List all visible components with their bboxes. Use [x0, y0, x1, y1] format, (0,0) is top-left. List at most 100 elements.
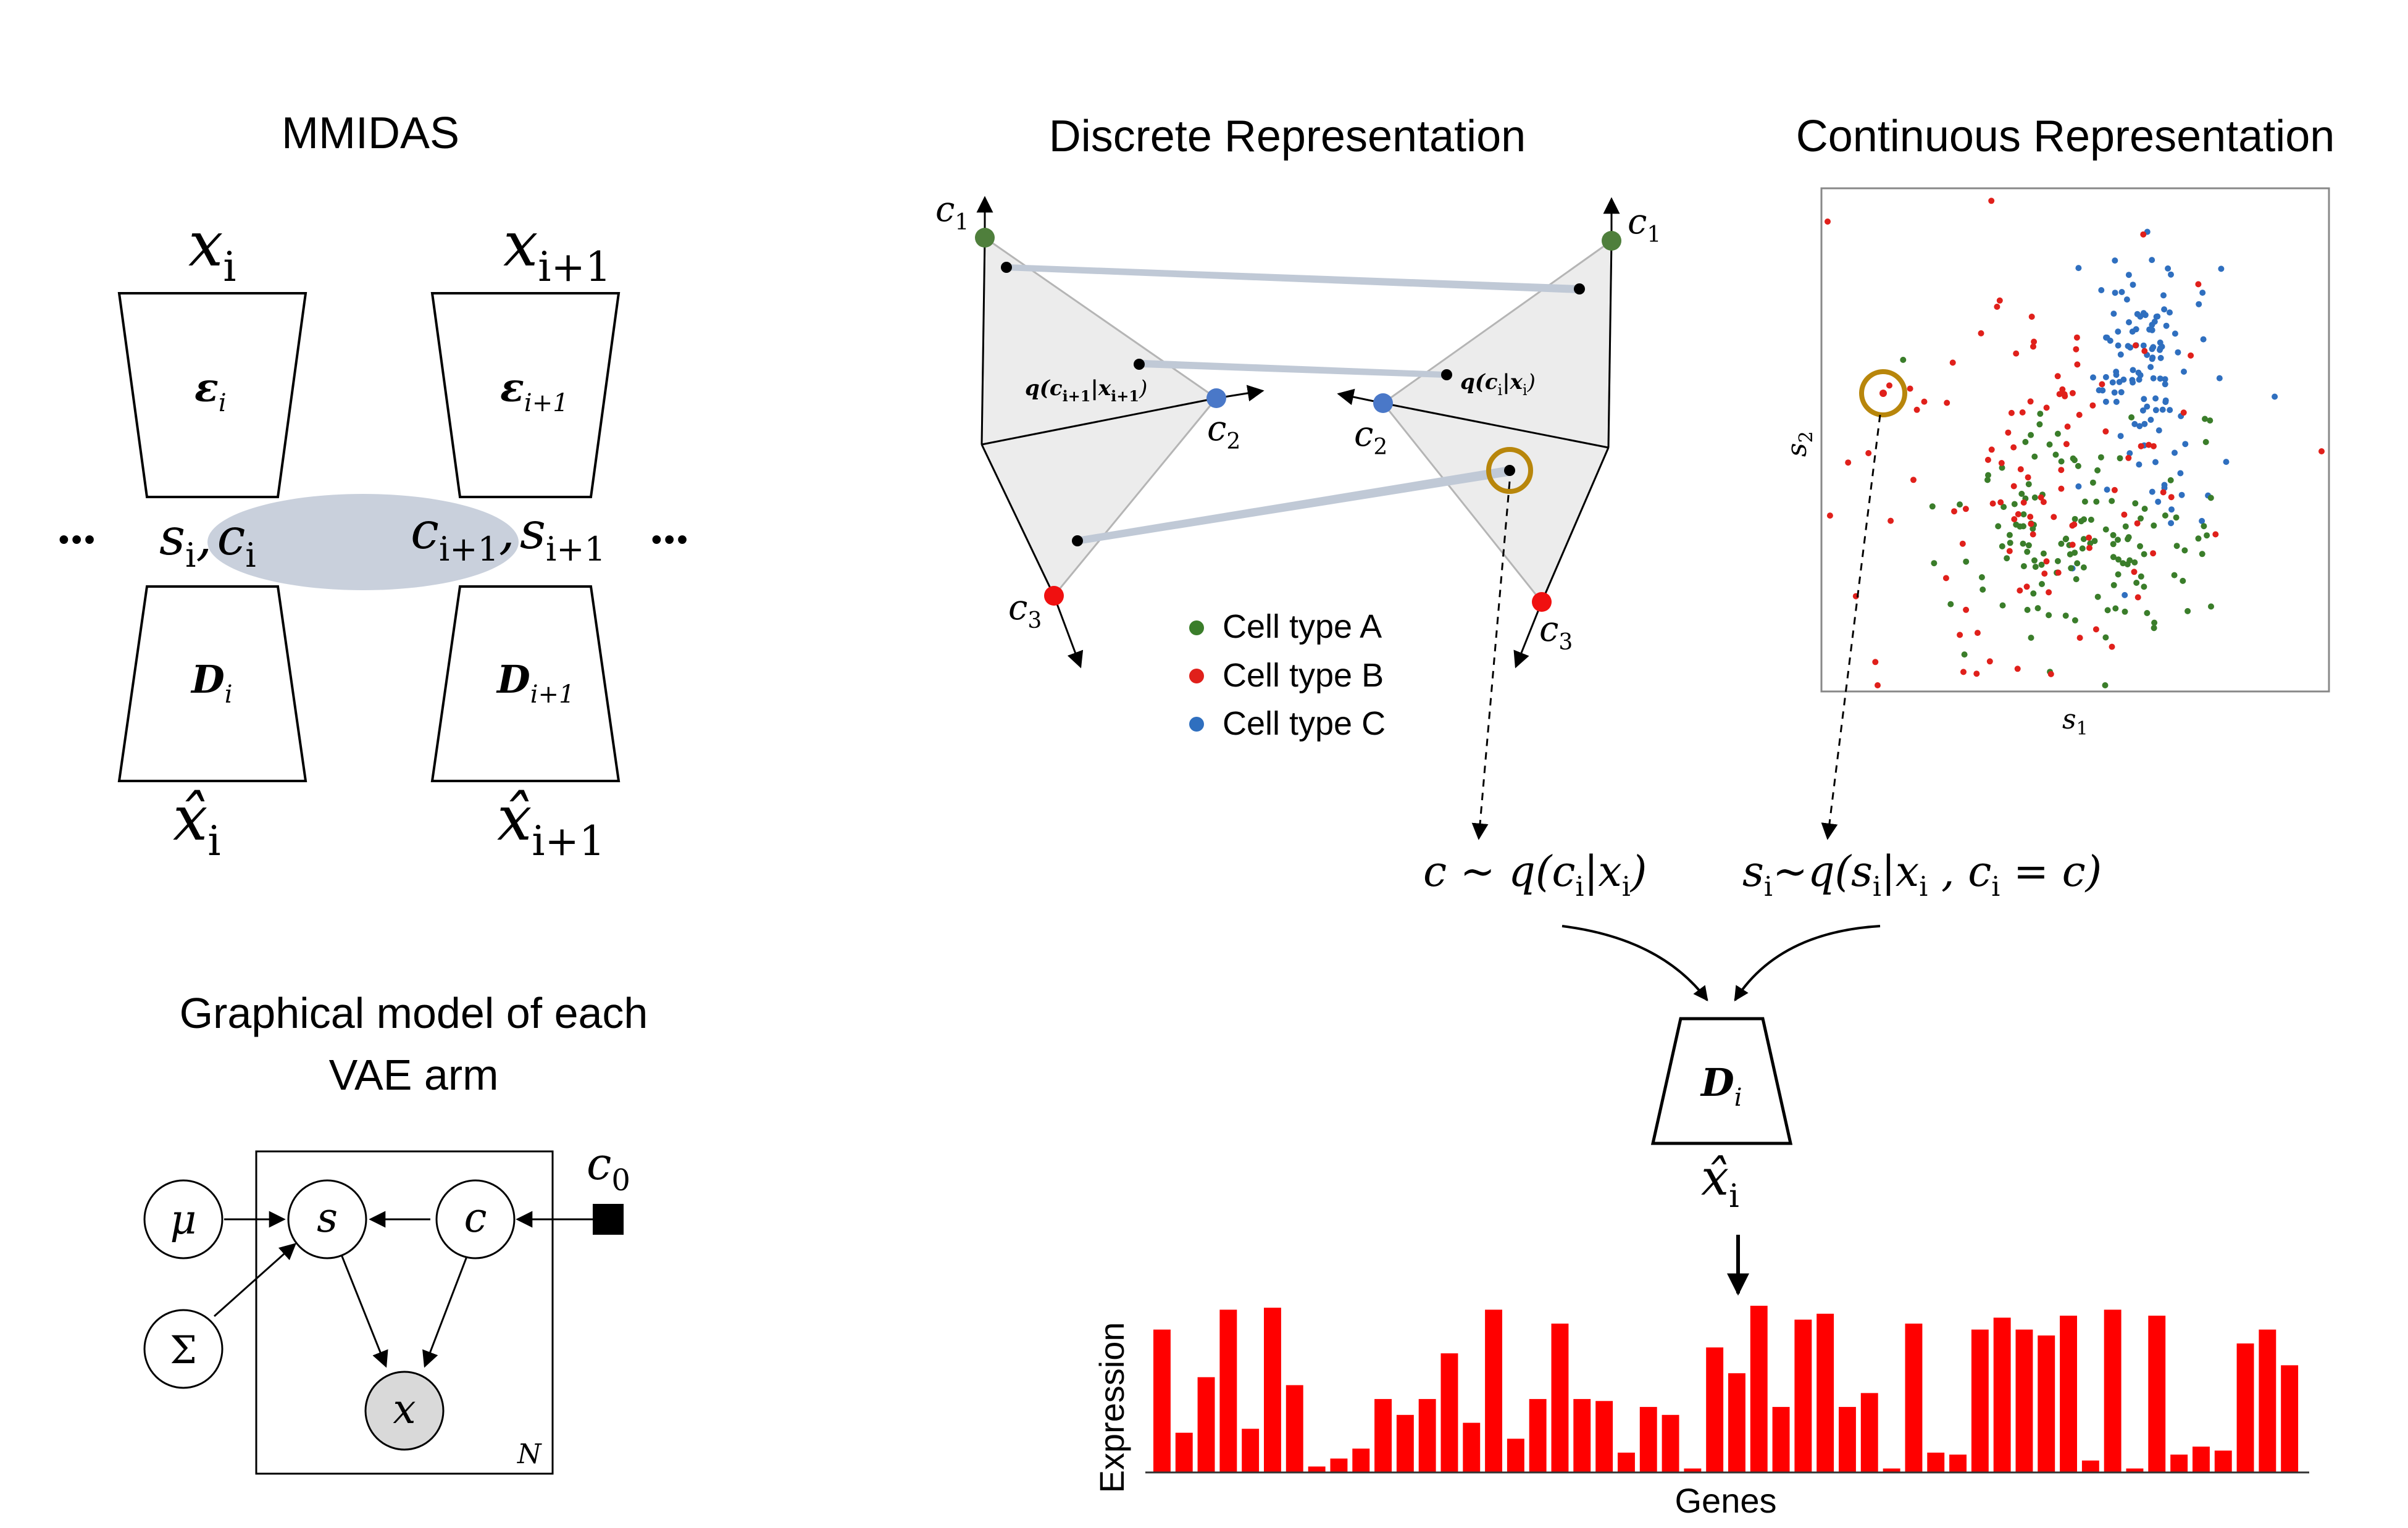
decoder-i1-shape [430, 585, 621, 782]
scatter-point [2155, 498, 2162, 505]
edge-c-x [422, 1250, 470, 1368]
curved-arrow-left [1561, 925, 1708, 1001]
expression-bar [1905, 1323, 1923, 1472]
scatter-point [2130, 282, 2136, 288]
scatter-point [1910, 477, 1917, 483]
label-left-c2: c2 [1207, 409, 1240, 454]
scatter-point [2063, 535, 2070, 542]
expression-bar [1794, 1319, 1812, 1472]
scatter-point [1979, 587, 1986, 593]
scatter-point [2054, 430, 2061, 437]
decoder-i-label: Di [190, 657, 233, 709]
scatter-point [1929, 503, 1936, 510]
scatter-point [2144, 610, 2151, 616]
c-sample-expression: c ~ q(ci|xi) [1423, 848, 1647, 903]
scatter-point [1998, 460, 2005, 466]
scatter-point [2118, 289, 2125, 295]
scatter-point [2138, 443, 2144, 449]
scatter-point [2037, 411, 2044, 417]
scatter-point [2087, 540, 2094, 547]
scatter-point [2030, 531, 2036, 538]
scatter-point [1886, 382, 1892, 389]
scatter-point [1988, 446, 1995, 453]
encoder-i1-shape [430, 292, 621, 498]
decoder-i-shape [117, 585, 307, 782]
node-sigma [143, 1309, 224, 1389]
scatter-point [2113, 398, 2120, 405]
scatter-point [1996, 297, 2003, 304]
vertex-right-c3 [1532, 592, 1552, 612]
legend-marker-a [1189, 620, 1204, 635]
scatter-point [2152, 395, 2159, 402]
scatter-point [2074, 361, 2081, 368]
label-right-c1: c1 [1628, 202, 1661, 248]
expression-bar [2038, 1335, 2055, 1472]
scatter-point [2157, 346, 2163, 353]
scatter-point [2162, 512, 2168, 519]
scatter-point [2182, 441, 2189, 448]
scatter-point [2092, 626, 2099, 633]
expression-bar [2104, 1309, 2122, 1472]
scatter-point [2122, 523, 2129, 530]
scatter-point [2019, 409, 2026, 415]
scatter-point [2195, 281, 2202, 288]
scatter-point [2120, 376, 2127, 383]
expression-bar [1993, 1317, 2011, 1472]
scatter-point [2088, 516, 2094, 523]
expression-bar [1772, 1406, 1790, 1472]
scatter-point [1913, 406, 1920, 413]
scatter-point [1984, 477, 1991, 483]
expression-bar [1242, 1429, 1260, 1472]
scatter-point [2022, 438, 2029, 445]
scatter-point [1921, 398, 1928, 405]
scatter-point [2132, 342, 2139, 349]
scatter-point [2056, 391, 2063, 398]
scatter-point [2102, 634, 2109, 641]
point-left-1 [1001, 262, 1012, 273]
expression-bar [1706, 1347, 1724, 1472]
expression-bar [1153, 1329, 1171, 1472]
scatter-point [1986, 658, 1993, 665]
scatter-point [2115, 536, 2121, 543]
scatter-point [2058, 458, 2065, 465]
scatter-point [2138, 573, 2144, 580]
scatter-point [1999, 543, 2005, 549]
highlight-ring-continuous [1859, 369, 1907, 417]
label-right-c2: c2 [1354, 414, 1387, 460]
scatter-point [2162, 397, 2169, 404]
scatter-point [2017, 587, 2023, 594]
link-band-mid [1142, 360, 1445, 378]
scatter-point [2147, 417, 2154, 423]
scatter-point [1947, 601, 1954, 607]
scatter-point [2136, 423, 2143, 430]
scatter-point [2055, 569, 2062, 576]
scatter-point [1974, 630, 1981, 637]
scatter-point [2046, 441, 2053, 448]
scatter-point [1888, 517, 1894, 524]
scatter-point [2123, 296, 2130, 303]
encoder-i1-label: εi+1 [500, 365, 569, 417]
scatter-point [2168, 494, 2175, 501]
scatter-point [2004, 555, 2010, 562]
curved-arrow-right [1734, 925, 1881, 1002]
scatter-point [2218, 265, 2225, 272]
encoder-i-label: εi [194, 365, 227, 417]
scatter-point [1845, 459, 1852, 466]
plate-label: N [517, 1438, 542, 1470]
edge-right-base-c2 [1382, 402, 1609, 449]
expression-bar [1529, 1399, 1547, 1472]
node-mu-label: μ [170, 1196, 197, 1243]
scatter-point [2020, 563, 2027, 570]
scatter-point [2052, 451, 2059, 458]
scatter-point [2041, 570, 2048, 577]
expression-bar [1374, 1399, 1392, 1472]
scatter-point [2165, 265, 2172, 272]
scatter-point [2071, 516, 2078, 522]
expression-bar [1352, 1448, 1370, 1472]
label-left-c1: c1 [935, 190, 969, 235]
scatter-point [2110, 311, 2117, 317]
expression-bar [1573, 1399, 1591, 1472]
scatter-point [2031, 338, 2038, 345]
scatter-point [2172, 449, 2178, 456]
expression-bar [1485, 1309, 1502, 1472]
